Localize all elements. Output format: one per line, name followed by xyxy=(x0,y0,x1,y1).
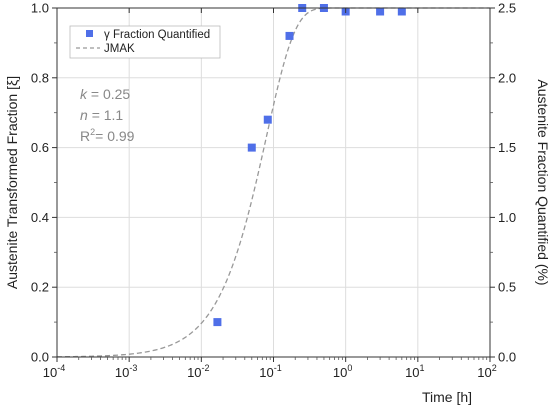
y-right-tick-label: 0.0 xyxy=(498,350,516,365)
data-point xyxy=(213,318,222,327)
legend: γ Fraction Quantified JMAK xyxy=(69,25,221,59)
x-tick-label-base: 10 xyxy=(115,365,129,380)
x-tick-label-exponent: 2 xyxy=(492,363,497,373)
x-tick-label-exponent: 0 xyxy=(347,363,352,373)
x-tick-label-base: 10 xyxy=(405,365,419,380)
x-tick-label-exponent: -2 xyxy=(202,363,210,373)
annotation-k: k = 0.25 xyxy=(80,86,130,102)
x-tick-label-base: 10 xyxy=(477,365,491,380)
legend-label-jmak: JMAK xyxy=(104,43,135,55)
data-point xyxy=(285,31,294,40)
x-tick-label-exponent: -1 xyxy=(274,363,282,373)
x-axis-title: Time [h] xyxy=(422,389,472,405)
x-tick-label-exponent: 1 xyxy=(420,363,425,373)
y-left-tick-label: 0.0 xyxy=(31,350,49,365)
y-right-tick-label: 0.5 xyxy=(498,280,516,295)
y-left-tick-label: 1.0 xyxy=(31,1,49,16)
annotation-r2-symbol: R xyxy=(80,128,90,144)
annotation-n-value: = 1.1 xyxy=(92,107,124,123)
y-left-tick-label: 0.4 xyxy=(31,210,49,225)
x-tick-label: 100 xyxy=(333,363,352,380)
annotation-r2: R2= 0.99 xyxy=(80,127,135,144)
data-point xyxy=(247,143,256,152)
annotation-k-value: = 0.25 xyxy=(91,86,131,102)
x-tick-label-exponent: -3 xyxy=(129,363,137,373)
annotation-n-symbol: n xyxy=(80,107,88,123)
x-tick-label: 10-3 xyxy=(115,363,137,380)
data-point xyxy=(263,115,272,124)
annotation-n: n = 1.1 xyxy=(80,107,123,123)
x-tick-label: 10-4 xyxy=(43,363,65,380)
legend-marker-gamma-fraction xyxy=(86,30,93,37)
x-tick-label-base: 10 xyxy=(43,365,57,380)
points-layer xyxy=(213,4,406,327)
y-left-tick-label: 0.6 xyxy=(31,140,49,155)
y-left-tick-label: 0.8 xyxy=(31,70,49,85)
annotation-r2-value: = 0.99 xyxy=(95,128,135,144)
data-point xyxy=(376,7,385,16)
y-right-tick-label: 1.5 xyxy=(498,140,516,155)
x-tick-label-base: 10 xyxy=(333,365,347,380)
x-tick-label-base: 10 xyxy=(259,365,273,380)
x-tick-label-exponent: -4 xyxy=(57,363,65,373)
grid-layer xyxy=(57,8,490,357)
y-right-tick-label: 1.0 xyxy=(498,210,516,225)
fit-annotations: k = 0.25 n = 1.1 R2= 0.99 xyxy=(80,86,135,144)
y-axis-left-title: Austenite Transformed Fraction [ξ] xyxy=(4,76,20,289)
x-tick-label: 10-2 xyxy=(187,363,209,380)
x-tick-label-base: 10 xyxy=(187,365,201,380)
y-left-tick-label: 0.2 xyxy=(31,280,49,295)
legend-box xyxy=(69,25,221,59)
annotation-k-symbol: k xyxy=(80,86,88,102)
x-tick-label: 10-1 xyxy=(259,363,281,380)
y-right-tick-label: 2.0 xyxy=(498,70,516,85)
ticks-layer: 10-4 10-3 10-2 10-1 100 101 1020.00.20.40.60.8… xyxy=(31,1,516,381)
y-right-tick-label: 2.5 xyxy=(498,1,516,16)
y-axis-right-title: Austenite Fraction Quantified (%) xyxy=(535,79,550,285)
legend-label-gamma-fraction: γ Fraction Quantified xyxy=(104,29,210,41)
x-tick-label: 101 xyxy=(405,363,424,380)
x-tick-label: 102 xyxy=(477,363,496,380)
data-point xyxy=(397,7,406,16)
annotation-r2-sup: 2 xyxy=(90,127,95,137)
